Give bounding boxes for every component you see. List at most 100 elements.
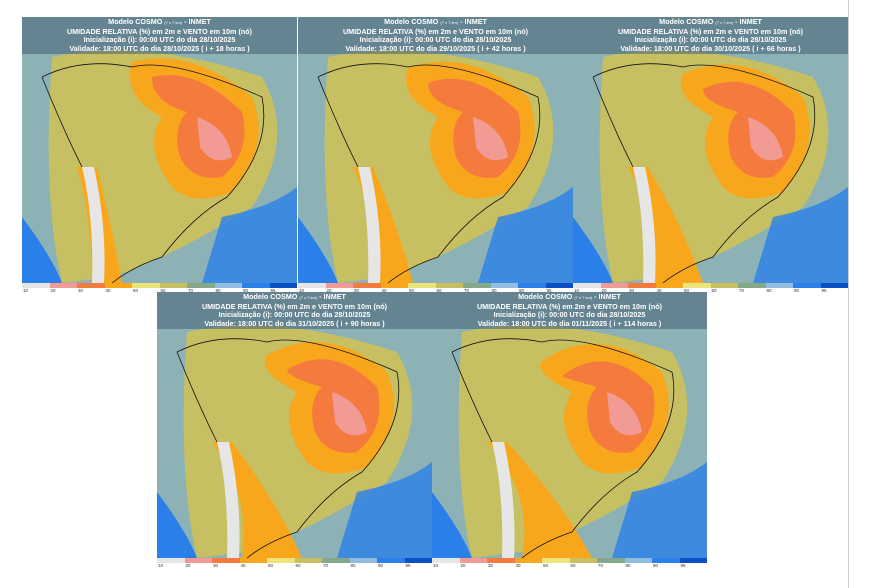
colorbar-segment: [514, 558, 542, 563]
colorbar-segment: [573, 283, 601, 288]
colorbar-segment: [294, 558, 322, 563]
colorbar-segment: [404, 558, 432, 563]
colorbar-label: 80: [491, 288, 497, 293]
model-resolution: (7 x 7 km): [574, 295, 593, 300]
colorbar-label: 50: [684, 288, 690, 293]
colorbar-segment: [104, 283, 132, 288]
colorbar-segment: [518, 283, 546, 288]
colorbar-segment: [820, 283, 848, 288]
colorbar-segment: [490, 283, 518, 288]
colorbar-segment: [353, 283, 381, 288]
panel-header: Modelo COSMO (7 x 7 km) - INMET UMIDADE …: [22, 17, 297, 54]
colorbar-label: 90: [653, 563, 659, 568]
colorbar-label: 70: [464, 288, 470, 293]
colorbar-segment: [214, 283, 242, 288]
colorbar-label: 20: [601, 288, 607, 293]
colorbar-segment: [738, 283, 766, 288]
colorbar: 10 20 30 40 50 60 70 80 90 95: [157, 558, 432, 568]
colorbar-segment: [377, 558, 405, 563]
colorbar-label: 70: [188, 288, 194, 293]
colorbar: 10 20 30 40 50 60 70 80 90 95: [298, 283, 573, 293]
colorbar-segment: [187, 283, 215, 288]
validity-time: Validade: 18:00 UTC do dia 29/10/2025 ( …: [345, 43, 526, 53]
colorbar-segment: [542, 558, 570, 563]
colorbar-segment: [569, 558, 597, 563]
colorbar-label: 95: [405, 563, 411, 568]
colorbar-label: 50: [543, 563, 549, 568]
humidity-map[interactable]: Modelo COSMO (7 x 7 km) - INMET UMIDADE …: [432, 292, 707, 558]
variable-title: UMIDADE RELATIVA (%) em 2m e VENTO em 10…: [66, 26, 253, 36]
colorbar-label: 30: [78, 288, 84, 293]
institute: - INMET: [184, 17, 211, 26]
colorbar-label: 90: [243, 288, 249, 293]
colorbar-segment: [239, 558, 267, 563]
init-time: Inicialização (i): 00:00 UTC do dia 28/1…: [634, 35, 787, 45]
colorbar-segment: [710, 283, 738, 288]
colorbar-segment: [77, 283, 105, 288]
humidity-map[interactable]: Modelo COSMO (7 x 7 km) - INMET UMIDADE …: [298, 17, 573, 283]
institute: - INMET: [319, 292, 346, 301]
model-name: Modelo COSMO: [243, 292, 298, 301]
colorbar-label: 80: [766, 288, 772, 293]
colorbar-label: 40: [515, 563, 521, 568]
map-field: [298, 17, 573, 283]
map-field: [573, 17, 848, 283]
colorbar-label: 70: [739, 288, 745, 293]
validity-time: Validade: 18:00 UTC do dia 01/11/2025 ( …: [477, 318, 662, 328]
colorbar-segment: [435, 283, 463, 288]
colorbar-label: 10: [433, 563, 439, 568]
humidity-map[interactable]: Modelo COSMO (7 x 7 km) - INMET UMIDADE …: [157, 292, 432, 558]
colorbar-label: 20: [326, 288, 332, 293]
colorbar: 10 20 30 40 50 60 70 80 90 95: [573, 283, 848, 293]
colorbar-segment: [765, 283, 793, 288]
institute: - INMET: [594, 292, 621, 301]
model-name: Modelo COSMO: [384, 17, 439, 26]
colorbar-segment: [432, 558, 460, 563]
colorbar-label: 80: [350, 563, 356, 568]
colorbar-segment: [132, 283, 160, 288]
init-time: Inicialização (i): 00:00 UTC do dia 28/1…: [83, 35, 236, 45]
colorbar-segment: [652, 558, 680, 563]
colorbar-segment: [267, 558, 295, 563]
colorbar-label: 40: [381, 288, 387, 293]
validity-time: Validade: 18:00 UTC do dia 31/10/2025 ( …: [204, 318, 385, 328]
institute: - INMET: [735, 17, 762, 26]
humidity-map[interactable]: Modelo COSMO (7 x 7 km) - INMET UMIDADE …: [22, 17, 297, 283]
colorbar-label: 30: [354, 288, 360, 293]
map-field: [157, 292, 432, 558]
init-time: Inicialização (i): 00:00 UTC do dia 28/1…: [218, 310, 371, 320]
humidity-map[interactable]: Modelo COSMO (7 x 7 km) - INMET UMIDADE …: [573, 17, 848, 283]
model-resolution: (7 x 7 km): [299, 295, 318, 300]
colorbar: 10 20 30 40 50 60 70 80 90 95: [432, 558, 707, 568]
colorbar-label: 30: [213, 563, 219, 568]
variable-title: UMIDADE RELATIVA (%) em 2m e VENTO em 10…: [201, 301, 388, 311]
colorbar-label: 40: [656, 288, 662, 293]
colorbar-segment: [157, 558, 185, 563]
model-name: Modelo COSMO: [108, 17, 163, 26]
colorbar-segment: [49, 283, 77, 288]
colorbar-label: 70: [323, 563, 329, 568]
validity-time: Validade: 18:00 UTC do dia 28/10/2025 ( …: [69, 43, 250, 53]
colorbar-label: 10: [158, 563, 164, 568]
colorbar-label: 95: [270, 288, 276, 293]
colorbar-segment: [459, 558, 487, 563]
variable-title: UMIDADE RELATIVA (%) em 2m e VENTO em 10…: [342, 26, 529, 36]
institute: - INMET: [460, 17, 487, 26]
colorbar-label: 95: [821, 288, 827, 293]
panel-header: Modelo COSMO (7 x 7 km) - INMET UMIDADE …: [298, 17, 573, 54]
model-name: Modelo COSMO: [518, 292, 573, 301]
colorbar-label: 40: [240, 563, 246, 568]
colorbar-segment: [487, 558, 515, 563]
model-name: Modelo COSMO: [659, 17, 714, 26]
page-border: [848, 0, 849, 588]
colorbar-segment: [624, 558, 652, 563]
colorbar-segment: [679, 558, 707, 563]
colorbar-label: 50: [409, 288, 415, 293]
colorbar-label: 95: [680, 563, 686, 568]
colorbar-segment: [408, 283, 436, 288]
colorbar-segment: [242, 283, 270, 288]
panel-header: Modelo COSMO (7 x 7 km) - INMET UMIDADE …: [573, 17, 848, 54]
forecast-panel: Modelo COSMO (7 x 7 km) - INMET UMIDADE …: [157, 292, 432, 568]
colorbar-label: 20: [185, 563, 191, 568]
colorbar-label: 60: [570, 563, 576, 568]
